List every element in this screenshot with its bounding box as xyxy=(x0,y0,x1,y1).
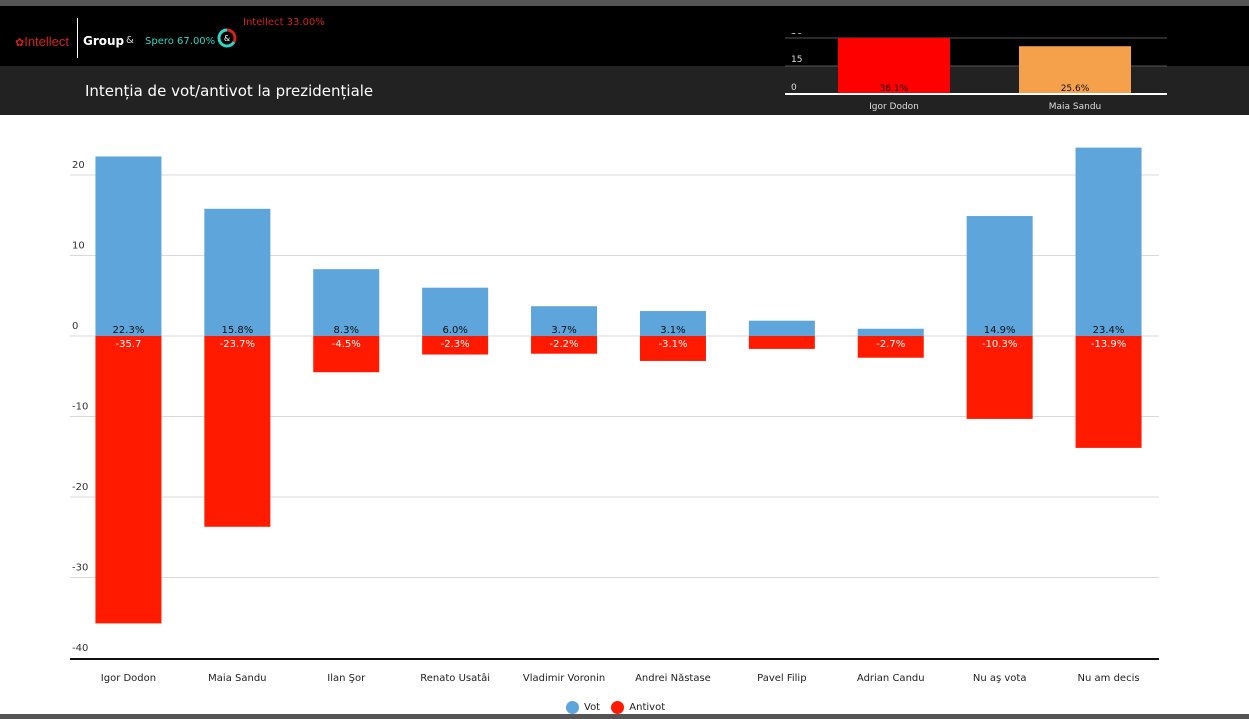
main-bar-chart: 20 10 0 -10 -20 -30 -40 22.3% -35.7 Igor Dodon 15.… xyxy=(70,147,1159,684)
legend-swatch-vot xyxy=(566,701,579,714)
bottom-strip xyxy=(0,714,1249,719)
mini-y-tick-label: 15 xyxy=(791,55,802,65)
data-label-antivot: -23.7% xyxy=(220,339,255,350)
y-tick-label: -10 xyxy=(72,402,88,413)
data-label-antivot: -2.3% xyxy=(441,339,470,350)
top-strip xyxy=(0,0,1249,6)
x-tick-label: Vladimir Voronin xyxy=(523,673,605,684)
bar-vot-nu-am-decis xyxy=(1075,147,1142,336)
data-label-vot: 14.9% xyxy=(984,325,1016,336)
page-title: Intenția de vot/antivot la prezidențiale xyxy=(85,82,374,100)
legend-swatch-antivot xyxy=(611,701,625,714)
bar-antivot-igor-dodon xyxy=(95,336,162,624)
mini-bar-chart: 30 15 0 36.1% Igor Dodon 25.6% Maia Sandu xyxy=(785,33,1167,112)
donut-label-intellect: Intellect 33.00% xyxy=(243,17,325,28)
bar-antivot-nu-as-vota xyxy=(966,336,1033,419)
legend-item-antivot[interactable]: Antivot xyxy=(611,701,665,714)
bar-antivot-ilan-sor xyxy=(313,336,380,373)
bar-antivot-vladimir-voronin xyxy=(531,336,598,354)
y-tick-label: 20 xyxy=(72,160,85,171)
bar-antivot-nu-am-decis xyxy=(1075,336,1142,448)
donut-segment-intellect xyxy=(217,28,237,48)
x-tick-label: Pavel Filip xyxy=(757,673,806,684)
mini-x-tick-label: Maia Sandu xyxy=(1049,102,1102,112)
share-donut: & xyxy=(217,28,237,48)
bar-vot-nu-as-vota xyxy=(966,216,1033,336)
y-tick-label: 10 xyxy=(72,241,85,252)
bar-vot-ilan-sor xyxy=(313,269,380,336)
data-label-antivot: -4.5% xyxy=(332,339,361,350)
legend: Vot Antivot xyxy=(566,701,673,714)
bar-vot-igor-dodon xyxy=(95,156,162,336)
data-label-antivot: -35.7 xyxy=(116,339,142,350)
bar-antivot-pavel-filip xyxy=(748,336,815,349)
bar-vot-vladimir-voronin xyxy=(531,306,598,336)
brand-name: Intellect xyxy=(24,34,70,49)
donut-center-text: & xyxy=(224,34,230,43)
bar-antivot-andrei-nastase xyxy=(639,336,706,361)
data-label-vot: 23.4% xyxy=(1093,325,1125,336)
y-tick-label: -30 xyxy=(72,563,88,574)
bar-vot-adrian-candu xyxy=(857,328,924,336)
bar-antivot-maia-sandu xyxy=(204,336,271,527)
x-tick-label: Andrei Năstase xyxy=(635,673,711,684)
data-label-antivot: -2.2% xyxy=(550,339,579,350)
data-label-vot: 6.0% xyxy=(442,325,467,336)
x-tick-label: Renato Usatâi xyxy=(420,672,490,684)
data-label-vot: 3.1% xyxy=(660,325,685,336)
y-tick-label: -40 xyxy=(72,643,88,654)
data-label-antivot: -2.7% xyxy=(876,339,905,350)
data-label-vot: 3.7% xyxy=(551,325,576,336)
mini-y-tick-label: 30 xyxy=(791,33,803,37)
data-label-vot: 8.3% xyxy=(334,325,359,336)
bar-vot-andrei-nastase xyxy=(639,311,706,336)
x-tick-label: Adrian Candu xyxy=(857,673,925,684)
brand-ampersand: & xyxy=(126,35,134,46)
logo: ✿Intellect Group & xyxy=(15,18,134,58)
flower-icon: ✿ xyxy=(15,36,25,49)
y-tick-label: -20 xyxy=(72,482,88,493)
data-label-antivot: -10.3% xyxy=(982,339,1017,350)
x-tick-label: Maia Sandu xyxy=(208,673,266,684)
legend-item-vot[interactable]: Vot xyxy=(566,701,600,714)
data-label-vot: 22.3% xyxy=(113,325,145,336)
bar-vot-renato-usatai xyxy=(422,287,489,336)
legend-label-antivot: Antivot xyxy=(629,702,666,713)
x-tick-label: Nu am decis xyxy=(1078,673,1140,684)
mini-x-tick-label: Igor Dodon xyxy=(869,102,919,112)
x-tick-label: Ilan Şor xyxy=(327,673,366,684)
x-tick-label: Igor Dodon xyxy=(101,673,156,684)
brand-group: Group xyxy=(83,34,125,48)
mini-bar-label: 25.6% xyxy=(1061,84,1090,94)
data-label-antivot: -13.9% xyxy=(1091,339,1126,350)
mini-bar-igor-dodon xyxy=(838,38,950,94)
mini-bar-label: 36.1% xyxy=(880,84,909,94)
mini-bar-maia-sandu xyxy=(1019,46,1131,94)
data-label-antivot: -3.1% xyxy=(658,339,687,350)
data-label-vot: 15.8% xyxy=(221,325,253,336)
bar-antivot-adrian-candu xyxy=(857,336,924,358)
bar-vot-pavel-filip xyxy=(748,320,815,336)
legend-label-vot: Vot xyxy=(584,702,601,713)
y-tick-label: 0 xyxy=(72,321,78,332)
logo-separator xyxy=(77,18,78,58)
bar-vot-maia-sandu xyxy=(204,208,271,336)
bar-antivot-renato-usatai xyxy=(422,336,489,355)
donut-label-spero: Spero 67.00% xyxy=(145,36,216,47)
mini-y-tick-label: 0 xyxy=(791,83,797,93)
x-tick-label: Nu aş vota xyxy=(973,673,1027,684)
